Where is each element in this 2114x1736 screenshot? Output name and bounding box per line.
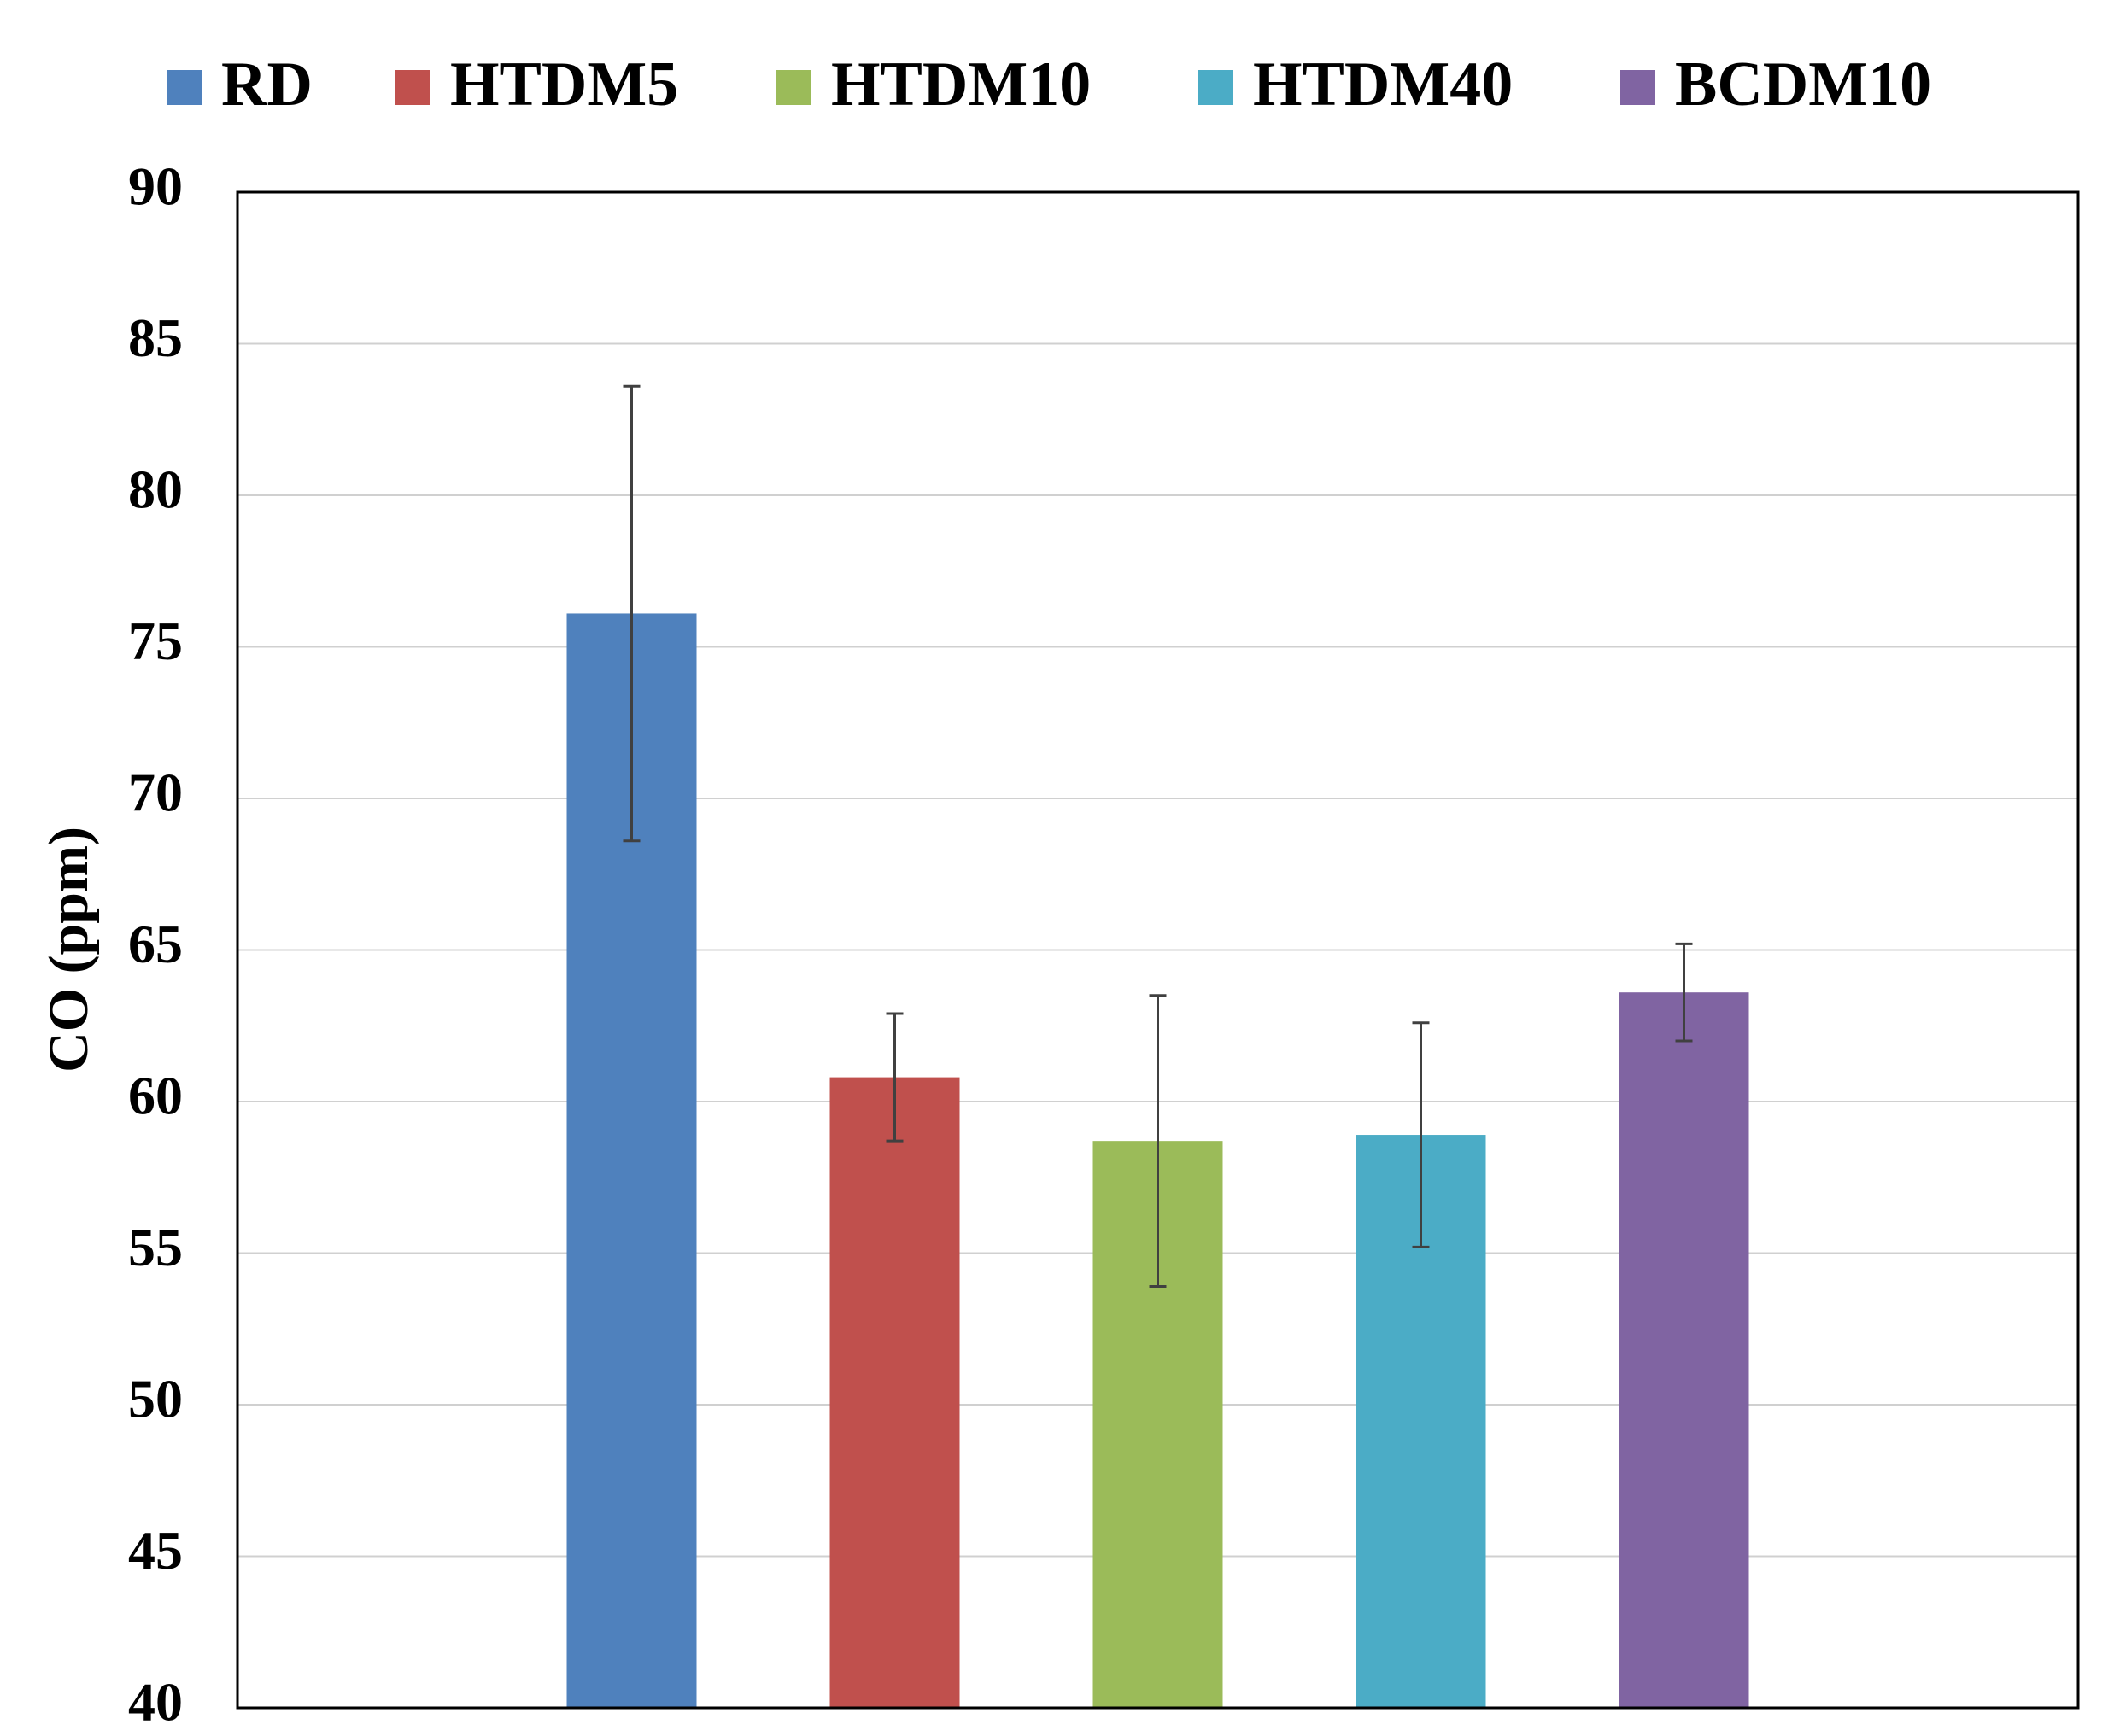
error-bar xyxy=(623,384,641,843)
legend-label: HTDM10 xyxy=(831,50,1091,120)
legend-swatch xyxy=(1198,70,1233,105)
legend-swatch xyxy=(395,70,430,105)
bar xyxy=(1619,992,1749,1708)
y-tick-label: 70 xyxy=(128,763,183,823)
y-tick-label: 55 xyxy=(128,1217,183,1277)
y-tick-label: 40 xyxy=(128,1672,183,1733)
legend-label: BCDM10 xyxy=(1675,50,1931,120)
plot-frame xyxy=(236,190,2080,1710)
y-tick-label: 60 xyxy=(128,1066,183,1126)
y-tick-label: 75 xyxy=(128,611,183,671)
y-tick-label: 50 xyxy=(128,1369,183,1429)
error-bar xyxy=(1149,994,1167,1289)
y-tick-label: 65 xyxy=(128,914,183,974)
legend-swatch xyxy=(1620,70,1655,105)
legend-label: RD xyxy=(221,50,313,120)
error-bar xyxy=(1412,1021,1430,1248)
error-bar xyxy=(1675,942,1693,1043)
y-tick-label: 85 xyxy=(128,307,183,368)
y-tick-label: 90 xyxy=(128,156,183,217)
legend-label: HTDM40 xyxy=(1253,50,1513,120)
error-bar xyxy=(886,1012,904,1143)
legend-swatch xyxy=(776,70,811,105)
legend-label: HTDM5 xyxy=(450,50,678,120)
legend-swatch xyxy=(167,70,202,105)
y-tick-label: 45 xyxy=(128,1520,183,1581)
y-axis-title: CO (ppm) xyxy=(38,827,100,1073)
y-tick-label: 80 xyxy=(128,459,183,520)
bar xyxy=(829,1077,960,1708)
